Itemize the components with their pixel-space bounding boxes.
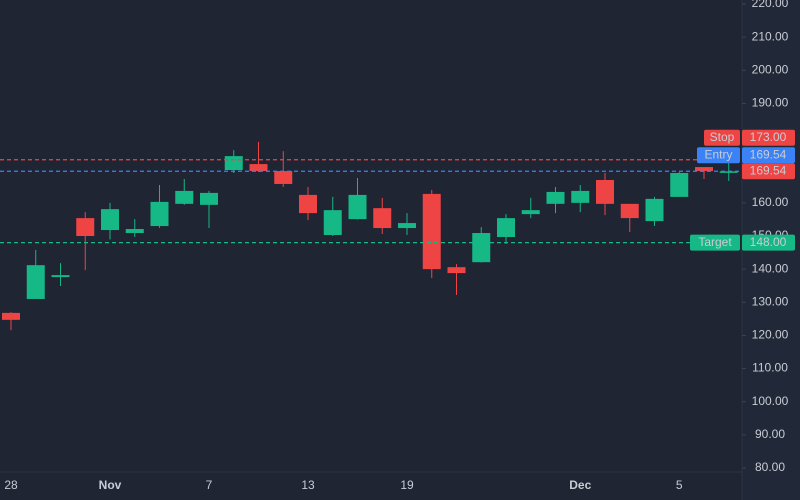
level-name: Stop — [710, 130, 735, 144]
candle-body — [596, 179, 614, 204]
y-tick-label: 100.00 — [752, 394, 789, 408]
y-tick-label: 120.00 — [752, 328, 789, 342]
y-tick-label: 130.00 — [752, 294, 789, 308]
x-tick-label: 5 — [676, 478, 683, 492]
x-tick-label: Dec — [569, 478, 591, 492]
y-tick-label: 220.00 — [752, 0, 789, 10]
candle-body — [348, 194, 367, 220]
candle-body — [373, 208, 392, 229]
level-price-box — [742, 234, 795, 251]
candle-body — [323, 210, 342, 236]
candle-body — [200, 192, 218, 205]
candle-body — [546, 191, 565, 204]
candle-body — [101, 209, 119, 231]
candle-body — [695, 167, 713, 172]
y-tick-label: 200.00 — [752, 62, 789, 76]
level-price: 148.00 — [750, 235, 787, 249]
level-price: 169.54 — [750, 147, 787, 161]
candle-body — [299, 194, 317, 214]
candle-body — [2, 312, 20, 320]
candle-body — [76, 218, 95, 236]
candle-body — [26, 265, 45, 299]
candle-body — [571, 190, 590, 203]
candle-body — [125, 229, 144, 234]
y-tick-label: 140.00 — [752, 261, 789, 275]
candle-body — [447, 267, 466, 274]
candle-body — [175, 190, 194, 204]
candle-body — [224, 156, 243, 171]
level-price: 173.00 — [750, 130, 787, 144]
candle-body — [521, 210, 540, 215]
y-tick-label: 90.00 — [755, 427, 785, 441]
level-name: Entry — [704, 147, 732, 161]
level-name-box — [690, 234, 740, 251]
candle-body — [497, 218, 515, 237]
candle-body — [620, 203, 639, 219]
candle-body — [645, 198, 664, 222]
y-tick-label: 80.00 — [755, 460, 785, 474]
level-name-box — [704, 129, 740, 146]
x-tick-label: Nov — [99, 478, 122, 492]
y-tick-label: 110.00 — [752, 361, 788, 375]
last-price-label: 169.54 — [750, 163, 787, 177]
x-tick-label: 13 — [301, 478, 315, 492]
candle-body — [249, 164, 268, 172]
level-price-box — [742, 129, 795, 146]
candle-body — [398, 223, 416, 229]
y-tick-label: 190.00 — [752, 96, 789, 110]
x-tick-label: 7 — [206, 478, 213, 492]
candle-body — [150, 201, 169, 227]
candle-body — [670, 173, 689, 197]
level-price-box — [742, 147, 795, 164]
y-tick-label: 210.00 — [752, 29, 789, 43]
level-name: Target — [698, 235, 732, 249]
candle-body — [719, 171, 738, 173]
level-name-box — [697, 147, 740, 164]
x-tick-label: 19 — [400, 478, 414, 492]
candle-body — [472, 233, 491, 263]
last-price-box — [742, 163, 795, 180]
candle-body — [274, 171, 293, 184]
candle-body — [422, 193, 441, 270]
x-tick-label: 28 — [4, 478, 18, 492]
candle-body — [51, 275, 70, 278]
y-tick-label: 160.00 — [752, 195, 789, 209]
